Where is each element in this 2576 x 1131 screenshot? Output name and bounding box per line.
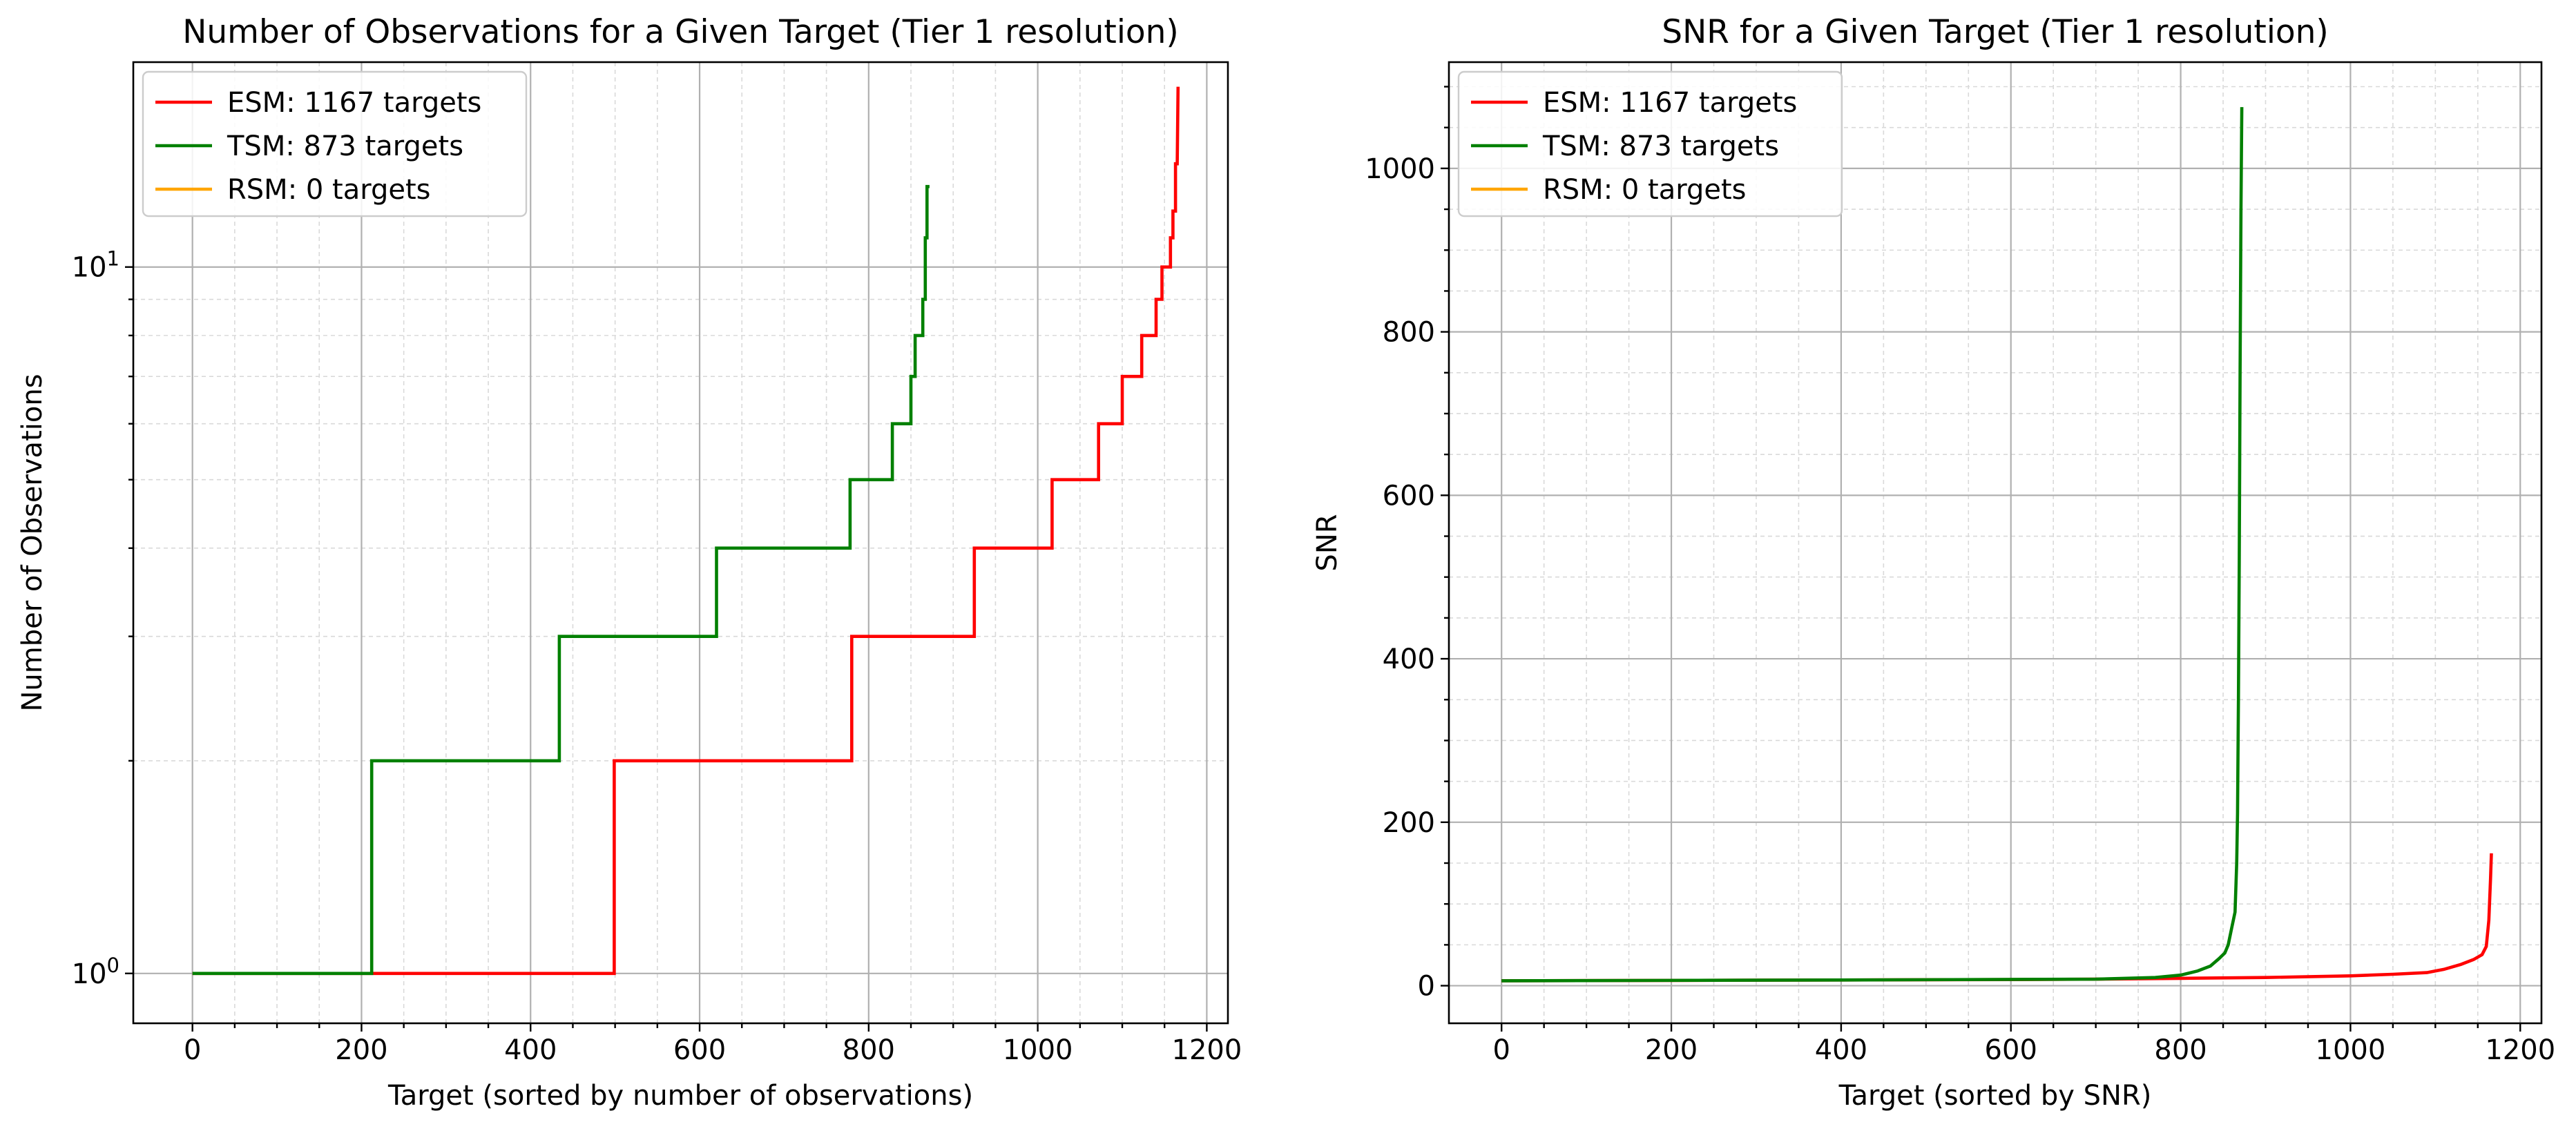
legend-box [1457,70,1843,218]
plot-frame [132,61,1229,1025]
legend-label: RSM: 0 targets [1543,174,1747,206]
x-tick-label: 1200 [1172,1034,1242,1066]
minor-grid [1449,62,2541,1023]
legend-label: ESM: 1167 targets [1543,87,1797,119]
y-axis-label: SNR [1311,514,1343,571]
x-tick-label: 1200 [2485,1034,2555,1066]
series-line-tsm [1501,107,2244,983]
axis-ticks: 0 200 400 600 800 1000 1200 0 200 400 600 800 1000 [1365,86,2555,1066]
chart-title: Number of Observations for a Given Targe… [182,13,1179,51]
legend-label: TSM: 873 targets [227,130,463,162]
legend-box [142,70,528,218]
plot-frame [1448,61,2543,1025]
x-tick-label: 800 [843,1034,895,1066]
x-tick-label: 200 [335,1034,387,1066]
chart-title: SNR for a Given Target (Tier 1 resolutio… [1662,13,2329,51]
minor-grid [133,62,1228,1023]
y-tick-label: 800 [1383,317,1435,349]
x-tick-label: 0 [184,1034,201,1066]
legend-label: TSM: 873 targets [1542,130,1779,162]
series-lines [192,86,1180,976]
snr-chart-panel: 0 200 400 600 800 1000 1200 0 200 400 600 800 1000 S… [1311,13,2555,1112]
series-lines [1501,107,2493,983]
y-tick-label: 0 [1418,971,1435,1003]
x-tick-label: 200 [1645,1034,1698,1066]
x-tick-label: 800 [2154,1034,2207,1066]
x-tick-label: 1000 [2316,1034,2386,1066]
legend: ESM: 1167 targets TSM: 873 targets RSM: 0 … [142,70,528,218]
y-axis-label: Number of Observations [17,374,48,711]
legend-label: ESM: 1167 targets [227,87,481,119]
series-line-esm [192,86,1180,976]
y-tick-label: 600 [1383,480,1435,512]
x-tick-label: 1000 [1003,1034,1073,1066]
series-line-tsm [192,184,930,976]
x-tick-label: 400 [1815,1034,1867,1066]
x-tick-label: 0 [1492,1034,1510,1066]
x-tick-label: 600 [673,1034,726,1066]
legend: ESM: 1167 targets TSM: 873 targets RSM: 0 … [1457,70,1843,218]
x-axis-label: Target (sorted by number of observations… [387,1080,973,1112]
major-grid [133,62,1228,1023]
legend-label: RSM: 0 targets [227,174,431,206]
x-tick-label: 600 [1985,1034,2037,1066]
y-tick-label: 1000 [1365,153,1435,185]
x-tick-label: 400 [504,1034,557,1066]
y-tick-label: 400 [1383,644,1435,675]
y-tick-label: 200 [1383,807,1435,839]
x-axis-label: Target (sorted by SNR) [1838,1080,2152,1112]
